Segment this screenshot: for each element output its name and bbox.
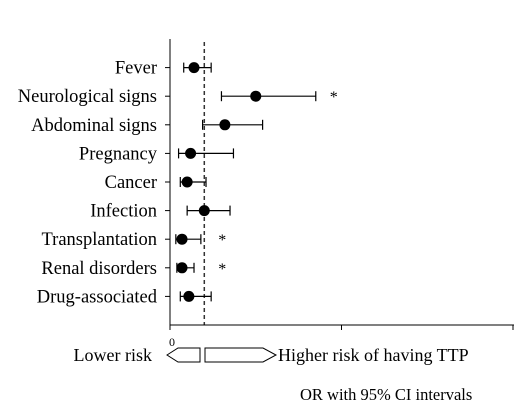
category-label: Neurological signs [18, 87, 157, 107]
forest-row: Pregnancy [79, 144, 235, 164]
significance-marker: * [218, 232, 226, 249]
x-tick-label: 0 [169, 335, 175, 349]
forest-row: Abdominal signs [31, 116, 264, 136]
right-arrow-icon [204, 347, 278, 363]
forest-row: Fever [115, 59, 212, 79]
odds-ratio-point [183, 290, 195, 302]
odds-ratio-point [176, 262, 188, 274]
category-label: Renal disorders [41, 259, 157, 279]
significance-marker: * [330, 89, 338, 106]
lower-risk-label: Lower risk [74, 345, 152, 365]
risk-direction-legend: Lower risk Higher risk of having TTP [74, 345, 469, 365]
category-label: Pregnancy [79, 144, 158, 164]
higher-risk-label: Higher risk of having TTP [278, 345, 469, 365]
odds-ratio-point [219, 119, 231, 131]
forest-row: Transplantation * [42, 230, 227, 250]
forest-row: Drug-associated [37, 287, 212, 307]
odds-ratio-point [181, 176, 193, 188]
odds-ratio-point [250, 90, 262, 102]
odds-ratio-point [176, 233, 188, 245]
forest-row: Neurological signs * [18, 87, 338, 107]
x-axis-title: OR with 95% CI intervals [300, 385, 472, 404]
forest-row: Renal disorders * [41, 259, 226, 279]
left-arrow-icon [166, 347, 201, 363]
category-label: Infection [90, 202, 157, 222]
category-label: Abdominal signs [31, 116, 157, 136]
odds-ratio-point [185, 147, 197, 159]
forest-row: Cancer [105, 173, 207, 193]
category-label: Cancer [105, 173, 157, 193]
odds-ratio-point [198, 205, 210, 217]
category-label: Drug-associated [37, 287, 158, 307]
forest-row: Infection [90, 202, 231, 222]
odds-ratio-point [188, 62, 200, 74]
category-label: Fever [115, 59, 157, 79]
plot-marks: 0 Fever Neurological signs * Abdominal signs… [18, 42, 514, 349]
axes [169, 39, 514, 326]
category-label: Transplantation [42, 230, 157, 250]
significance-marker: * [218, 261, 226, 278]
